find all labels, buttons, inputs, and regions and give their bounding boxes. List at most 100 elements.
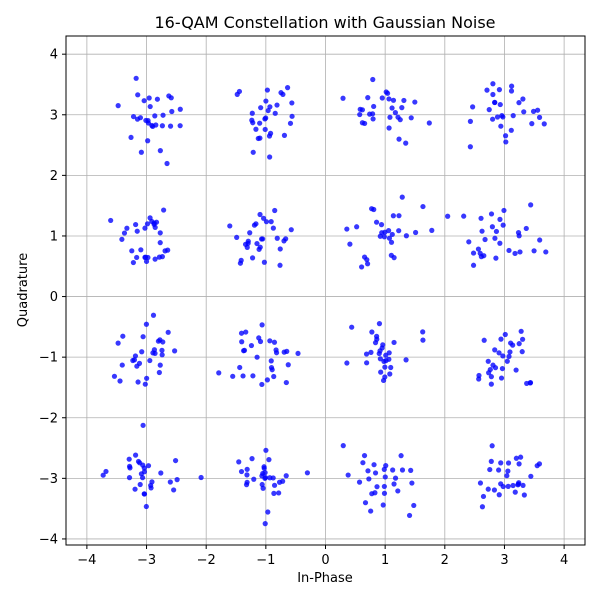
scatter-point xyxy=(381,466,387,472)
scatter-point xyxy=(135,458,142,465)
scatter-point xyxy=(403,357,409,363)
scatter-point xyxy=(536,114,543,120)
data-points xyxy=(100,75,549,527)
scatter-point xyxy=(161,207,167,213)
scatter-point xyxy=(143,258,150,265)
scatter-point xyxy=(247,230,253,236)
scatter-point xyxy=(510,113,516,119)
scatter-point xyxy=(354,224,360,230)
scatter-point xyxy=(270,225,276,231)
scatter-point xyxy=(506,353,512,360)
scatter-point xyxy=(502,133,509,139)
scatter-point xyxy=(160,112,166,118)
scatter-point xyxy=(500,353,506,359)
scatter-point xyxy=(513,367,519,373)
scatter-point xyxy=(271,490,277,496)
scatter-point xyxy=(391,339,397,346)
scatter-point xyxy=(126,456,132,462)
scatter-point xyxy=(490,91,496,98)
scatter-point xyxy=(277,246,283,252)
scatter-point xyxy=(392,110,398,116)
scatter-point xyxy=(139,475,146,481)
scatter-point xyxy=(357,111,363,118)
scatter-point xyxy=(230,373,236,379)
scatter-point xyxy=(150,312,157,318)
scatter-point xyxy=(261,259,267,265)
scatter-point xyxy=(344,226,350,232)
scatter-point xyxy=(528,473,534,479)
scatter-point xyxy=(271,339,278,345)
scatter-point xyxy=(149,122,155,129)
scatter-point xyxy=(485,486,491,492)
scatter-point xyxy=(519,349,525,355)
scatter-point xyxy=(288,227,294,233)
scatter-point xyxy=(287,120,294,126)
scatter-point xyxy=(513,455,519,461)
scatter-point xyxy=(147,357,153,364)
scatter-point xyxy=(497,216,503,222)
scatter-point xyxy=(505,483,511,489)
scatter-point xyxy=(373,219,380,225)
grid-lines xyxy=(66,36,585,545)
scatter-point xyxy=(154,96,160,102)
scatter-point xyxy=(257,135,263,141)
scatter-point xyxy=(277,262,283,268)
x-tick-label: 1 xyxy=(381,553,389,568)
scatter-point xyxy=(237,364,243,371)
scatter-point xyxy=(390,213,396,219)
scatter-point xyxy=(477,480,484,486)
scatter-point xyxy=(142,254,148,260)
scatter-point xyxy=(120,333,126,339)
scatter-point xyxy=(478,215,484,221)
x-tick-label: 2 xyxy=(441,553,449,568)
scatter-point xyxy=(386,96,392,102)
scatter-point xyxy=(265,509,271,515)
scatter-point xyxy=(103,468,109,475)
scatter-point xyxy=(142,381,148,387)
scatter-point xyxy=(159,347,165,353)
scatter-point xyxy=(368,349,374,355)
scatter-point xyxy=(115,103,121,109)
scatter-point xyxy=(512,250,518,257)
scatter-point xyxy=(370,76,376,83)
scatter-point xyxy=(398,453,404,459)
scatter-point xyxy=(134,228,140,234)
scatter-point xyxy=(496,350,502,356)
scatter-point xyxy=(492,347,498,353)
scatter-point xyxy=(374,484,380,490)
scatter-point xyxy=(140,334,146,340)
scatter-point xyxy=(159,352,165,358)
scatter-point xyxy=(131,357,138,363)
scatter-point xyxy=(177,106,183,112)
scatter-point xyxy=(263,447,269,453)
scatter-point xyxy=(257,211,263,218)
scatter-point xyxy=(383,358,389,364)
scatter-point xyxy=(496,492,502,498)
scatter-point xyxy=(499,113,505,119)
scatter-point xyxy=(382,474,388,480)
scatter-point xyxy=(295,350,301,357)
scatter-point xyxy=(254,354,260,360)
scatter-point xyxy=(396,228,402,234)
scatter-point xyxy=(171,487,177,493)
scatter-point xyxy=(411,502,417,509)
scatter-point xyxy=(535,107,541,113)
scatter-point xyxy=(259,481,265,488)
scatter-point xyxy=(137,481,143,488)
scatter-point xyxy=(244,466,250,472)
scatter-point xyxy=(143,321,150,327)
scatter-point xyxy=(467,144,473,150)
scatter-point xyxy=(121,230,128,236)
scatter-point xyxy=(518,454,524,460)
scatter-point xyxy=(216,370,222,376)
scatter-point xyxy=(251,222,258,228)
scatter-point xyxy=(490,81,496,87)
scatter-point xyxy=(263,115,269,121)
scatter-point xyxy=(395,114,401,120)
scatter-point xyxy=(165,329,171,335)
scatter-point xyxy=(249,110,255,116)
scatter-point xyxy=(516,461,522,467)
scatter-point xyxy=(167,123,174,129)
scatter-point xyxy=(264,87,270,93)
